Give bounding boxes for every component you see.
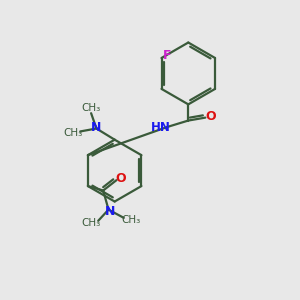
- Text: HN: HN: [151, 121, 170, 134]
- Text: F: F: [163, 49, 171, 62]
- Text: O: O: [116, 172, 127, 185]
- Text: CH₃: CH₃: [121, 214, 140, 225]
- Text: CH₃: CH₃: [81, 103, 101, 113]
- Text: N: N: [91, 121, 102, 134]
- Text: N: N: [104, 205, 115, 218]
- Text: CH₃: CH₃: [82, 218, 101, 228]
- Text: CH₃: CH₃: [63, 128, 82, 138]
- Text: O: O: [205, 110, 216, 123]
